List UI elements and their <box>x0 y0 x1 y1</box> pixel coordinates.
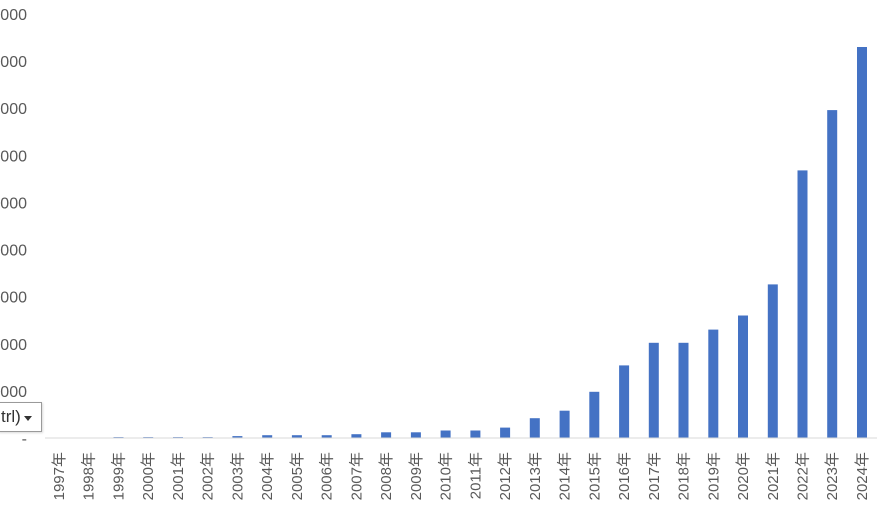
paste-options-label: trl) <box>1 407 21 426</box>
x-tick-label: 2022年 <box>795 452 812 500</box>
x-tick-label: 2019年 <box>705 452 722 500</box>
bar <box>708 329 719 438</box>
bar <box>410 432 421 438</box>
x-tick-label: 2006年 <box>319 452 336 500</box>
bar <box>648 342 659 438</box>
y-tick-label: 000 <box>0 337 27 354</box>
x-tick-label: 2012年 <box>497 452 514 500</box>
x-tick-label: 2016年 <box>616 452 633 500</box>
x-tick-label: 2000年 <box>140 452 157 500</box>
x-tick-label: 1999年 <box>111 452 128 500</box>
bar <box>440 430 451 438</box>
x-tick-label: 2013年 <box>527 452 544 500</box>
x-tick-label: 2007年 <box>348 452 365 500</box>
bar <box>767 284 778 438</box>
bar <box>351 434 362 438</box>
x-tick-label: 2018年 <box>676 452 693 500</box>
x-tick-label: 2021年 <box>765 452 782 500</box>
bar <box>232 436 243 438</box>
x-tick-label: 2003年 <box>229 452 246 500</box>
x-tick-label: 2002年 <box>200 452 217 500</box>
bar <box>827 110 838 438</box>
bar <box>589 391 600 438</box>
bar <box>529 418 540 438</box>
x-tick-label: 2017年 <box>646 452 663 500</box>
y-tick-label: 000 <box>0 195 27 212</box>
x-tick-label: 2015年 <box>586 452 603 500</box>
y-tick-label: 000 <box>0 54 27 71</box>
y-tick-label: 000 <box>0 290 27 307</box>
y-tick-label: - <box>22 431 27 448</box>
x-tick-label: 1998年 <box>81 452 98 500</box>
y-axis-tick-labels: 000 000 000 000 000 000 000 000 000 - <box>0 7 27 448</box>
bar <box>738 315 748 438</box>
bar <box>381 432 392 438</box>
y-tick-label: 000 <box>0 101 27 118</box>
x-tick-label: 2023年 <box>824 452 841 500</box>
bar <box>291 435 302 438</box>
x-tick-label: 2005年 <box>289 452 306 500</box>
y-tick-label: 000 <box>0 7 27 24</box>
chevron-down-icon <box>23 415 32 421</box>
x-tick-label: 2004年 <box>259 452 276 500</box>
x-tick-label: 1997年 <box>51 452 68 500</box>
x-tick-label: 2010年 <box>438 452 455 500</box>
x-tick-label: 2011年 <box>467 452 484 499</box>
bar <box>857 47 867 438</box>
x-tick-label: 2014年 <box>557 452 574 500</box>
y-tick-label: 000 <box>0 243 27 260</box>
bar <box>619 365 630 438</box>
y-tick-label: 000 <box>0 384 27 401</box>
x-tick-label: 2009年 <box>408 452 425 500</box>
bar <box>262 435 273 438</box>
bar <box>321 435 332 438</box>
x-axis-tick-labels: 1997年 1998年 1999年 2000年 2001年 2002年 2003年 2004年… <box>51 452 871 500</box>
bar <box>797 170 808 438</box>
bar <box>500 427 511 438</box>
paste-options-button[interactable]: trl) <box>0 402 42 432</box>
bar-series <box>113 47 867 438</box>
x-tick-label: 2008年 <box>378 452 395 500</box>
x-tick-label: 2024年 <box>854 452 871 500</box>
x-tick-label: 2001年 <box>170 452 187 500</box>
y-tick-label: 000 <box>0 148 27 165</box>
x-tick-label: 2020年 <box>735 452 752 500</box>
bar <box>678 342 689 438</box>
bar <box>470 430 481 438</box>
bar <box>559 410 570 438</box>
